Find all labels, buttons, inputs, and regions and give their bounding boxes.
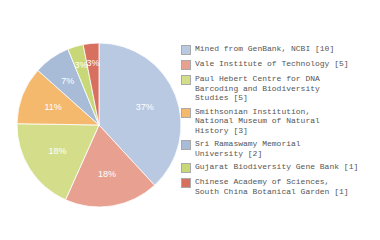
svg-text:11%: 11% (44, 102, 61, 112)
svg-text:18%: 18% (48, 146, 66, 156)
html-text:Chinese Academy of Sciences, S: Chinese Academy of Sciences, South China… (195, 177, 349, 196)
svg-text:3%: 3% (74, 60, 88, 71)
html-text:Mined from GenBank, NCBI [10]: Mined from GenBank, NCBI [10] (195, 44, 335, 53)
html-text:Gujarat Biodiversity Gene Bank: Gujarat Biodiversity Gene Bank [1] (195, 162, 359, 171)
svg-text:18%: 18% (98, 169, 116, 179)
svg-text:3%: 3% (86, 58, 99, 68)
svg-text:7%: 7% (61, 76, 74, 86)
html-text:Paul Hebert Centre for DNA Bar: Paul Hebert Centre for DNA Barcoding and… (195, 74, 320, 102)
html-text:Vale Institute of Technology [: Vale Institute of Technology [5] (195, 59, 349, 68)
html-text:Smithsonian Institution, Natio: Smithsonian Institution, National Museum… (195, 106, 320, 135)
html-text:Sri Ramaswamy Memorial Univers: Sri Ramaswamy Memorial University [2] (195, 139, 301, 158)
svg-text:37%: 37% (136, 102, 154, 112)
